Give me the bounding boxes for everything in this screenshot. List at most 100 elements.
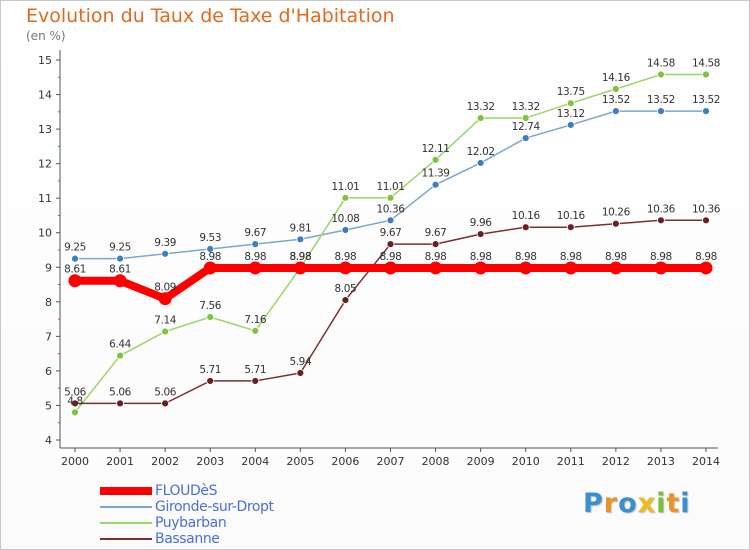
data-point [566, 99, 575, 108]
data-point [71, 399, 79, 408]
data-label: 9.67 [425, 227, 447, 239]
x-tick-label: 2004 [241, 455, 269, 468]
data-point [699, 261, 713, 275]
data-label: 8.98 [289, 251, 311, 263]
axes: 4 5 6 7 8 9 10 11 12 13 14 15 2000 2001 2002 2003 2004 20… [38, 50, 720, 468]
data-label: 8.98 [199, 251, 221, 263]
y-tick-label: 7 [45, 330, 52, 343]
logo-letter: x [637, 488, 657, 519]
data-label: 5.06 [154, 386, 176, 398]
data-point [71, 408, 79, 417]
x-tick-label: 2003 [196, 455, 224, 468]
data-label: 8.98 [695, 251, 717, 263]
data-point [566, 223, 575, 232]
data-point [206, 245, 215, 253]
data-point [116, 351, 124, 360]
data-point [341, 193, 350, 202]
chart-title: Evolution du Taux de Taxe d'Habitation [26, 5, 395, 27]
data-label: 8.98 [244, 251, 266, 263]
data-point [161, 249, 170, 258]
data-label: 8.98 [470, 251, 492, 263]
data-point [251, 377, 260, 385]
data-point [609, 261, 623, 275]
data-point [611, 85, 620, 93]
legend-label: Puybarban [155, 515, 227, 531]
data-point [158, 292, 172, 306]
data-label: 5.71 [199, 364, 221, 376]
data-label: 13.32 [512, 101, 540, 113]
y-tick-label: 5 [45, 399, 52, 412]
legend-label: Bassanne [155, 531, 220, 547]
data-point [476, 230, 485, 239]
data-label: 8.61 [64, 264, 86, 276]
y-tick-label: 10 [38, 227, 52, 240]
x-tick-label: 2014 [692, 455, 720, 468]
data-label: 7.14 [154, 315, 176, 327]
data-label: 12.74 [512, 121, 541, 133]
y-tick-label: 9 [45, 261, 52, 274]
data-label: 11.39 [422, 168, 450, 180]
data-point [474, 261, 488, 275]
data-label: 13.52 [602, 94, 630, 106]
data-label: 12.02 [467, 146, 495, 158]
logo-letter: t [666, 488, 681, 519]
data-label: 9.39 [154, 237, 176, 249]
data-point [293, 261, 307, 275]
data-label: 10.36 [647, 203, 676, 215]
y-tick-label: 13 [38, 123, 52, 136]
data-point [566, 121, 575, 129]
data-point [386, 240, 395, 249]
x-tick-label: 2010 [512, 455, 540, 468]
data-label: 8.61 [109, 264, 131, 276]
data-point [521, 223, 530, 232]
data-point [431, 240, 440, 249]
data-point [116, 254, 124, 263]
x-tick-label: 2005 [286, 455, 314, 468]
data-label: 13.32 [467, 101, 495, 113]
legend-swatch [100, 506, 152, 508]
data-label: 8.09 [154, 282, 176, 294]
data-point [71, 254, 79, 263]
data-point [521, 134, 530, 142]
logo-letter: i [656, 488, 667, 519]
data-label: 14.58 [647, 58, 675, 70]
logo-letter: i [680, 488, 691, 519]
x-tick-label: 2001 [106, 455, 134, 468]
legend-swatch [100, 538, 152, 540]
data-label: 8.98 [515, 251, 537, 263]
x-tick-label: 2011 [557, 455, 585, 468]
data-label: 13.75 [557, 86, 585, 98]
data-label: 8.98 [560, 251, 582, 263]
data-label: 10.08 [331, 213, 359, 225]
logo-letter: r [603, 488, 619, 519]
legend-swatch [100, 522, 152, 524]
data-label: 8.98 [335, 251, 357, 263]
data-point [657, 216, 665, 225]
data-label: 10.16 [512, 210, 541, 222]
data-label: 9.67 [244, 227, 266, 239]
data-point [161, 399, 170, 408]
proxiti-logo: Proxiti [583, 488, 691, 519]
data-point [702, 107, 710, 116]
data-point [251, 240, 260, 249]
data-point [476, 114, 485, 122]
data-label: 10.36 [692, 203, 721, 215]
x-tick-label: 2002 [151, 455, 179, 468]
data-label: 8.98 [380, 251, 402, 263]
data-labels: 8.61 8.61 8.09 8.98 8.98 8.98 8.98 8.98 8.98 8.98… [64, 58, 721, 408]
data-label: 8.98 [605, 251, 627, 263]
data-point [206, 313, 215, 321]
x-tick-label: 2012 [602, 455, 630, 468]
logo-letter: o [618, 488, 638, 519]
x-tick-label: 2008 [422, 455, 450, 468]
logo-letter: P [583, 488, 604, 519]
x-tick-label: 2013 [647, 455, 675, 468]
data-label: 5.06 [109, 386, 131, 398]
legend-label: FLOUDèS [155, 483, 218, 499]
data-point [431, 180, 440, 189]
data-label: 10.16 [557, 210, 586, 222]
data-point [702, 216, 710, 225]
data-point [386, 216, 395, 225]
data-label: 8.98 [650, 251, 672, 263]
